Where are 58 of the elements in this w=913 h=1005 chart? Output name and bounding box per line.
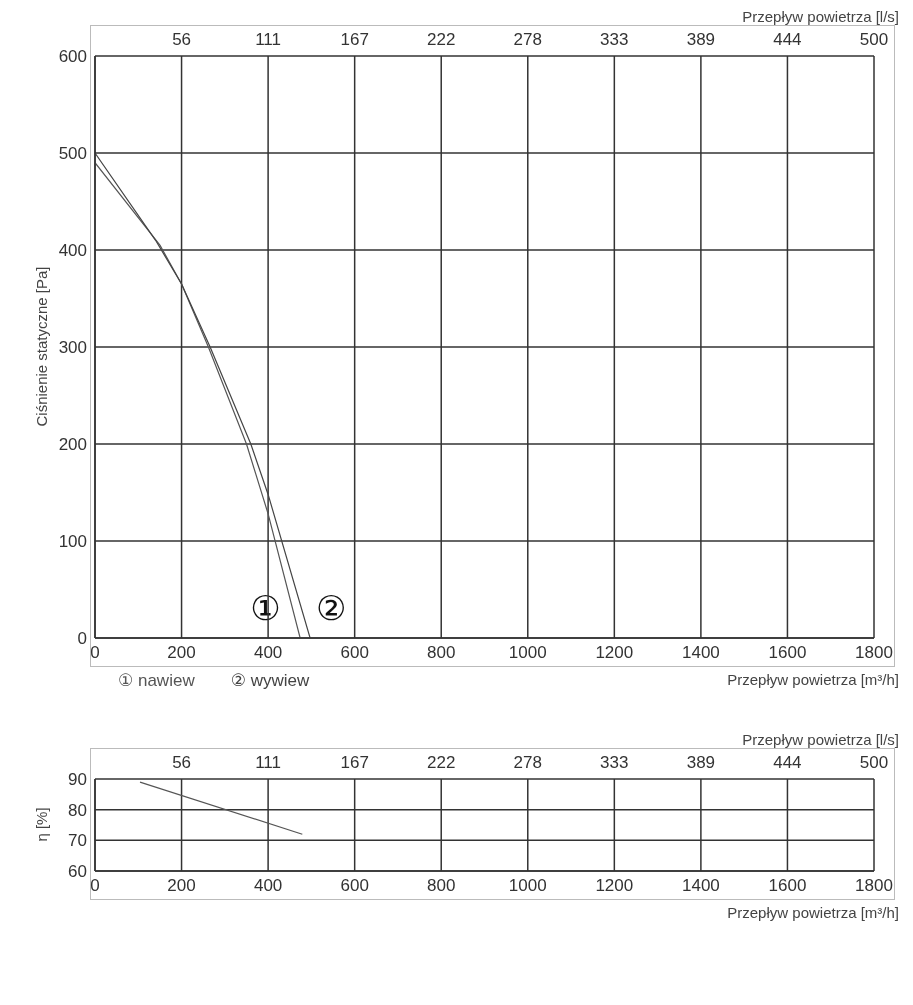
x2-tick-label: 389: [686, 753, 716, 773]
x-tick-label: 800: [427, 643, 456, 663]
x-tick-label: 1000: [508, 876, 547, 896]
y-tick-label: 500: [58, 144, 87, 164]
x-tick-label: 1000: [508, 643, 547, 663]
x-axis-title: Przepływ powietrza [m³/h]: [726, 904, 900, 921]
x2-tick-label: 333: [600, 753, 629, 773]
y-tick-label: 0: [77, 629, 87, 649]
x2-tick-label: 444: [773, 30, 802, 50]
x2-tick-label: 278: [513, 753, 542, 773]
annotation: ②: [316, 589, 347, 627]
x-axis-title: Przepływ powietrza [m³/h]: [727, 671, 899, 688]
x-tick-label: 0: [90, 876, 100, 896]
y-tick-label: 60: [68, 862, 87, 882]
x-tick-label: 1800: [855, 876, 893, 896]
x2-tick-label: 111: [255, 753, 282, 773]
x2-tick-label: 222: [427, 753, 456, 773]
x-tick-label: 800: [427, 876, 456, 896]
x2-tick-label: 500: [859, 30, 889, 50]
y-tick-label: 300: [58, 338, 87, 358]
y-tick-label: 70: [68, 831, 87, 851]
x2-tick-label: 167: [340, 30, 369, 50]
y-tick-label: 200: [58, 435, 87, 455]
x-tick-label: 600: [340, 876, 369, 896]
x2-tick-label: 56: [172, 30, 192, 50]
x2-tick-label: 444: [773, 753, 802, 773]
x-tick-label: 0: [90, 643, 100, 663]
x-tick-label: 1600: [768, 643, 807, 663]
x-tick-label: 400: [253, 643, 283, 663]
y-axis-title: Ciśnienie statyczne [Pa]: [32, 265, 50, 427]
x2-tick-label: 278: [513, 30, 542, 50]
x2-tick-label: 56: [172, 753, 192, 773]
x-tick-label: 1400: [681, 876, 720, 896]
x-tick-label: 200: [167, 643, 196, 663]
x2-axis-title: Przepływ powietrza [l/s]: [741, 731, 900, 748]
x-tick-label: 1600: [768, 876, 807, 896]
x2-tick-label: 333: [600, 30, 629, 50]
x-tick-label: 200: [167, 876, 196, 896]
x2-tick-label: 167: [340, 753, 369, 773]
y-tick-label: 80: [68, 800, 87, 820]
x2-axis-title: Przepływ powietrza [l/s]: [741, 8, 900, 25]
x-tick-label: 1400: [681, 643, 720, 663]
x2-tick-label: 389: [686, 30, 716, 50]
x2-tick-label: 500: [859, 753, 889, 773]
text: ① nawiew: [118, 670, 195, 691]
x-tick-label: 1800: [855, 643, 893, 663]
y-tick-label: 90: [68, 770, 87, 790]
y-axis-title: η [%]: [32, 806, 50, 842]
x2-tick-label: 111: [255, 30, 282, 50]
y-tick-label: 100: [58, 532, 87, 552]
x-tick-label: 600: [340, 643, 369, 663]
x-tick-label: 1200: [595, 643, 634, 663]
x-tick-label: 400: [253, 876, 283, 896]
series-label: ② wywiew: [230, 670, 310, 691]
y-tick-label: 600: [58, 47, 87, 67]
x-tick-label: 1200: [595, 876, 634, 896]
y-tick-label: 400: [58, 241, 87, 261]
x2-tick-label: 222: [427, 30, 456, 50]
